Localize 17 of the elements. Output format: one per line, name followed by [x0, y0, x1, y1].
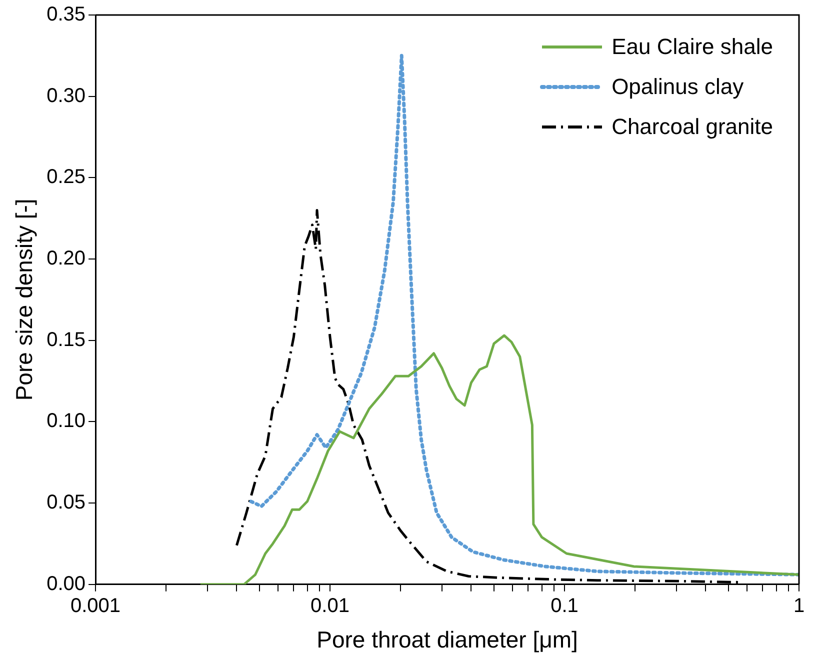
x-tick-label: 0.01	[310, 594, 350, 617]
legend-label: Opalinus clay	[612, 74, 744, 100]
x-tick-label: 0.001	[70, 594, 121, 617]
y-tick-label: 0.10	[46, 410, 86, 432]
y-tick-label: 0.05	[46, 492, 86, 514]
y-tick-label: 0.35	[46, 4, 86, 26]
x-axis-title: Pore throat diameter [μm]	[316, 626, 578, 653]
y-tick-label: 0.00	[46, 572, 86, 595]
y-tick-label: 0.25	[46, 166, 86, 188]
y-tick-label: 0.15	[46, 328, 86, 351]
x-tick-label: 1	[793, 594, 805, 617]
legend-label: Charcoal granite	[612, 114, 773, 140]
x-tick-label: 0.1	[550, 594, 578, 617]
y-tick-label: 0.20	[46, 248, 86, 270]
y-tick-label: 0.30	[46, 84, 86, 107]
y-axis-title: Pore size density [-]	[11, 198, 38, 401]
legend-label: Eau Claire shale	[612, 34, 773, 60]
